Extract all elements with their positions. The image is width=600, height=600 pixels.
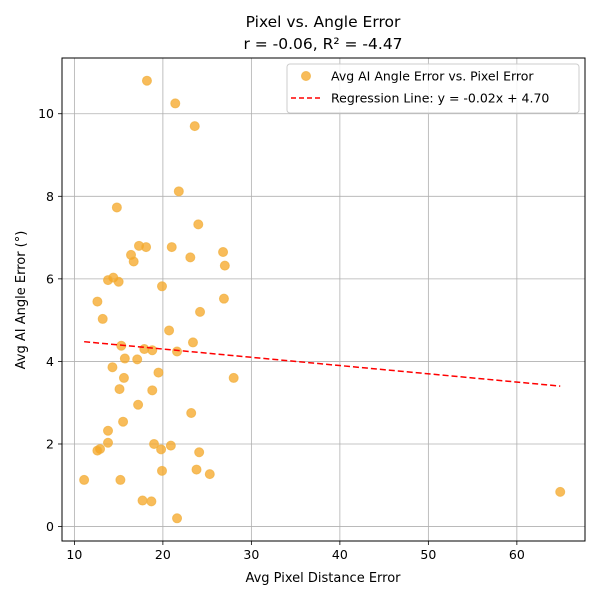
data-point — [133, 399, 144, 410]
data-point — [113, 276, 124, 287]
data-point — [172, 513, 183, 524]
data-point — [186, 408, 197, 419]
x-axis-ticks: 10 20 30 40 50 60 — [66, 541, 525, 562]
data-point — [156, 465, 167, 476]
data-point — [170, 98, 181, 109]
data-point — [187, 337, 198, 348]
data-point — [218, 247, 229, 258]
chart-title: Pixel vs. Angle Error — [246, 13, 401, 31]
legend-marker-scatter — [301, 71, 311, 81]
data-point — [218, 293, 229, 304]
data-point — [228, 372, 239, 383]
data-point — [107, 362, 118, 373]
data-point — [164, 325, 175, 336]
data-point — [173, 186, 184, 197]
data-point — [141, 242, 152, 253]
data-point — [156, 281, 167, 292]
data-point — [92, 445, 103, 456]
data-point — [103, 425, 114, 436]
x-tick-label: 60 — [509, 547, 525, 562]
data-point — [111, 202, 122, 213]
x-tick-label: 40 — [332, 547, 348, 562]
data-point — [149, 438, 160, 449]
x-tick-label: 20 — [155, 547, 171, 562]
data-point — [119, 353, 130, 364]
data-point — [115, 474, 126, 485]
x-tick-label: 50 — [420, 547, 436, 562]
y-axis-ticks: 0 2 4 6 8 10 — [38, 106, 62, 534]
y-tick-label: 4 — [46, 354, 54, 369]
data-point — [166, 242, 177, 253]
legend: Avg AI Angle Error vs. Pixel Error Regre… — [286, 63, 580, 114]
y-tick-label: 10 — [38, 106, 54, 121]
legend-box — [286, 63, 580, 114]
y-tick-label: 6 — [46, 271, 54, 286]
data-point — [141, 75, 152, 86]
data-point — [153, 367, 164, 378]
data-point — [146, 496, 157, 507]
chart-subtitle: r = -0.06, R² = -4.47 — [243, 35, 402, 53]
data-point — [79, 474, 90, 485]
plot-area-frame — [61, 57, 586, 542]
data-point — [128, 256, 139, 267]
data-point — [114, 384, 125, 395]
regression-line — [84, 340, 561, 387]
y-tick-label: 0 — [46, 519, 54, 534]
data-point — [194, 447, 205, 458]
y-tick-label: 2 — [46, 436, 54, 451]
data-point — [189, 121, 200, 132]
data-point — [103, 275, 114, 286]
scatter-points — [79, 75, 566, 524]
data-point — [92, 296, 103, 307]
data-point — [118, 416, 129, 427]
data-point — [195, 306, 206, 317]
data-point — [132, 354, 143, 365]
data-point — [165, 440, 176, 451]
data-point — [147, 385, 158, 396]
data-point — [97, 313, 108, 324]
data-point — [103, 437, 114, 448]
regression-line-group — [84, 340, 561, 387]
data-point — [555, 486, 566, 497]
data-point — [204, 469, 215, 480]
data-point — [219, 260, 230, 271]
legend-label-regression: Regression Line: y = -0.02x + 4.70 — [331, 91, 549, 106]
data-point — [137, 495, 148, 506]
legend-label-scatter: Avg AI Angle Error vs. Pixel Error — [331, 69, 534, 84]
x-tick-label: 30 — [243, 547, 259, 562]
data-point — [193, 219, 204, 230]
data-point — [172, 346, 183, 357]
data-point — [191, 464, 202, 475]
data-point — [185, 252, 196, 263]
data-point — [118, 372, 129, 383]
y-tick-label: 8 — [46, 189, 54, 204]
x-tick-label: 10 — [66, 547, 82, 562]
y-axis-label: Avg AI Angle Error (°) — [14, 231, 29, 370]
data-point — [156, 444, 167, 455]
x-axis-label: Avg Pixel Distance Error — [245, 571, 401, 586]
